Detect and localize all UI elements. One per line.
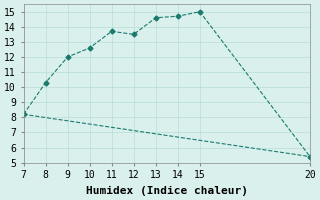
X-axis label: Humidex (Indice chaleur): Humidex (Indice chaleur) (86, 186, 248, 196)
